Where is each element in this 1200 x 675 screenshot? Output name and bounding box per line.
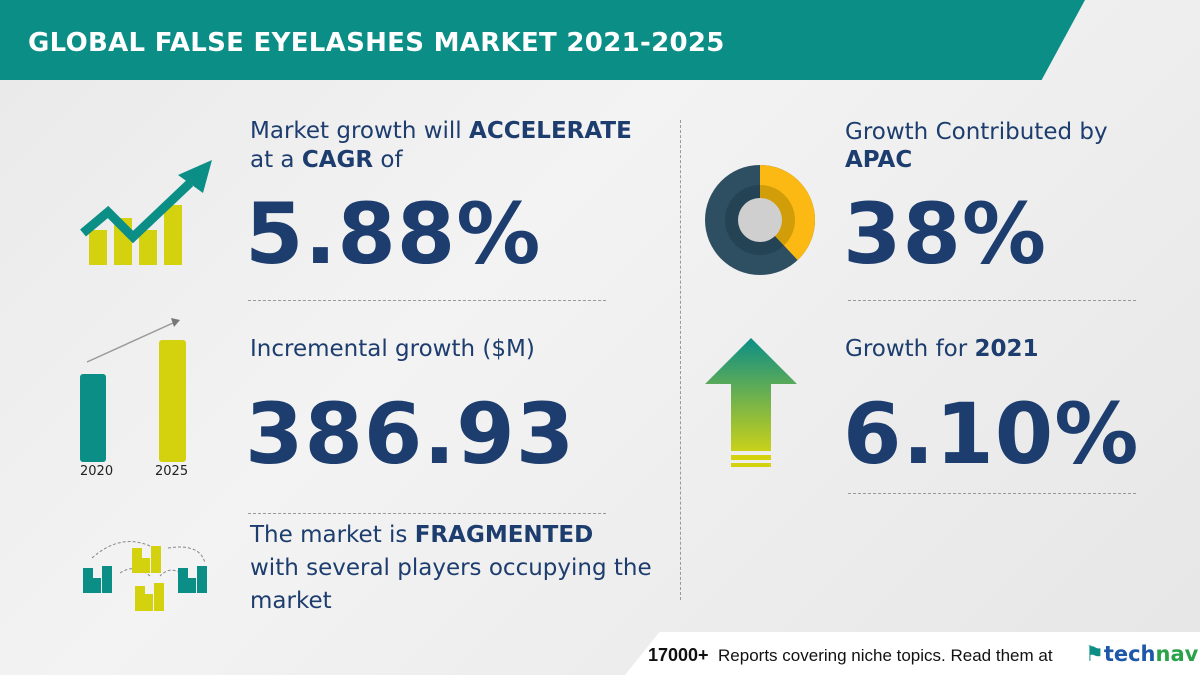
yoy-value: 6.10% bbox=[843, 385, 1140, 483]
divider bbox=[848, 300, 1136, 301]
divider bbox=[248, 300, 606, 301]
region-value: 38% bbox=[843, 185, 1048, 283]
year-label: 2020 bbox=[80, 464, 114, 479]
growth-chart-icon bbox=[80, 160, 212, 265]
yoy-label: Growth for 2021 bbox=[845, 336, 1039, 362]
cagr-label-line2: at a CAGR of bbox=[250, 147, 403, 173]
region-name: APAC bbox=[845, 147, 913, 173]
bar-growth-icon bbox=[80, 318, 186, 462]
cagr-label-line1: Market growth will ACCELERATE bbox=[250, 118, 632, 144]
market-line1: The market is FRAGMENTED bbox=[250, 522, 594, 548]
incremental-label: Incremental growth ($M) bbox=[250, 336, 535, 362]
technavio-flag-icon: ⚑ bbox=[1085, 642, 1104, 666]
buildings-icon bbox=[83, 541, 207, 611]
technavio-logo[interactable]: ⚑technavio bbox=[1085, 642, 1200, 666]
divider bbox=[248, 513, 606, 514]
footer-text: 17000+ Reports covering niche topics. Re… bbox=[648, 645, 1053, 665]
up-arrow-icon bbox=[705, 338, 797, 467]
market-line2: with several players occupying the bbox=[250, 555, 652, 581]
footer-banner bbox=[625, 632, 1200, 675]
incremental-value: 386.93 bbox=[245, 385, 576, 483]
header-banner bbox=[0, 0, 1085, 80]
cagr-value: 5.88% bbox=[245, 185, 542, 283]
year-label: 2025 bbox=[155, 464, 189, 479]
region-label: Growth Contributed by bbox=[845, 119, 1108, 145]
page-title: GLOBAL FALSE EYELASHES MARKET 2021-2025 bbox=[28, 28, 725, 58]
donut-chart-icon bbox=[705, 165, 815, 275]
vertical-divider bbox=[680, 120, 681, 600]
market-line3: market bbox=[250, 588, 332, 614]
divider bbox=[848, 493, 1136, 494]
